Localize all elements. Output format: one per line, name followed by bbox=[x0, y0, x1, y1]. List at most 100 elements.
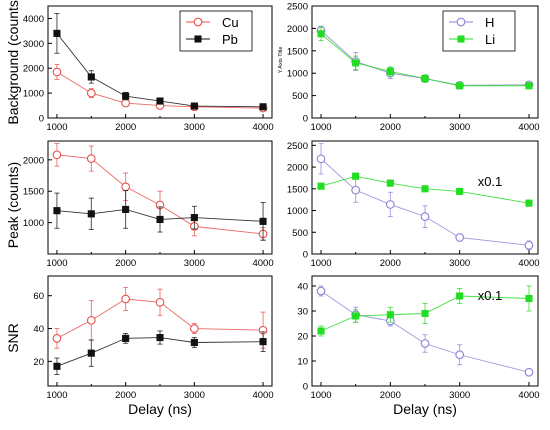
data-point bbox=[455, 233, 465, 242]
legend-label: Li bbox=[485, 32, 495, 47]
data-point bbox=[524, 367, 534, 377]
series-line bbox=[320, 295, 530, 332]
y-tick-label: 0 bbox=[303, 114, 308, 125]
data-point bbox=[53, 29, 61, 37]
panel-middle-left: 1000 2000 3000 4000 1000 1500 2000 bbox=[23, 140, 274, 269]
legend-item-H: H bbox=[449, 15, 494, 30]
data-point bbox=[86, 154, 96, 163]
x-axis-label: Delay (ns) bbox=[128, 401, 192, 417]
series-line bbox=[320, 33, 529, 87]
legend-marker bbox=[456, 17, 466, 27]
data-point bbox=[525, 199, 533, 207]
y-tick-label: 2500 bbox=[287, 2, 308, 13]
data-point bbox=[121, 98, 130, 108]
row-label-peak: Peak (counts) bbox=[5, 162, 21, 248]
panel-middle-right: 1000 2000 3000 4000 0 500 1000 1500 2000 2500 x0.1 bbox=[287, 140, 540, 269]
data-point bbox=[156, 334, 164, 342]
y-tick-label: 10 bbox=[297, 357, 308, 368]
plot-frame bbox=[311, 275, 539, 387]
series-line bbox=[56, 154, 264, 235]
y-tick-label: 1500 bbox=[23, 187, 44, 198]
y-tick-label: 2000 bbox=[23, 155, 44, 166]
data-point bbox=[524, 240, 534, 250]
y-tick-label: 3000 bbox=[23, 39, 44, 50]
x-tick-label: 4000 bbox=[252, 122, 273, 133]
x-tick-label: 2000 bbox=[380, 258, 401, 269]
y-tick-label: 2000 bbox=[287, 24, 308, 35]
x-tick-label: 2000 bbox=[115, 390, 136, 401]
data-point bbox=[421, 185, 429, 193]
data-point bbox=[386, 311, 394, 319]
x-tick-label: 3000 bbox=[449, 390, 470, 401]
data-point bbox=[317, 327, 325, 335]
x-tick-label: 2000 bbox=[115, 258, 136, 269]
x-tick-label: 4000 bbox=[518, 122, 539, 133]
data-point bbox=[351, 185, 361, 195]
y-tick-label: 0 bbox=[39, 114, 44, 125]
legend-marker bbox=[193, 17, 203, 27]
panel-top-right: 1000 2000 3000 4000 0 500 1000 1500 2000 2500 Y Ax… bbox=[278, 2, 540, 134]
x-tick-label: 3000 bbox=[449, 122, 470, 133]
y-tick-label: 20 bbox=[33, 357, 44, 368]
data-point bbox=[156, 97, 164, 105]
data-point bbox=[385, 200, 395, 209]
legend-marker bbox=[457, 35, 465, 43]
x-tick-label: 1000 bbox=[46, 122, 67, 133]
scale-annotation: x0.1 bbox=[478, 288, 503, 303]
x-tick-label: 2000 bbox=[115, 122, 136, 133]
x-tick-label: 3000 bbox=[184, 258, 205, 269]
legend-item-Cu: Cu bbox=[186, 15, 239, 30]
data-point bbox=[386, 67, 394, 75]
data-point bbox=[352, 172, 360, 180]
y-tick-label: 30 bbox=[297, 307, 308, 318]
x-axis-label: Delay (ns) bbox=[393, 401, 457, 417]
data-point bbox=[352, 59, 360, 67]
row-label-snr: SNR bbox=[5, 323, 21, 353]
x-tick-label: 4000 bbox=[518, 390, 539, 401]
series-Li bbox=[317, 26, 533, 90]
data-point bbox=[316, 154, 326, 164]
data-point bbox=[86, 88, 96, 98]
x-tick-label: 1000 bbox=[46, 258, 67, 269]
data-point bbox=[316, 286, 326, 296]
series-Cu bbox=[52, 287, 268, 349]
data-point bbox=[317, 182, 325, 190]
data-point bbox=[53, 362, 61, 370]
data-point bbox=[525, 82, 533, 90]
y-tick-label: 4000 bbox=[23, 14, 44, 25]
data-point bbox=[52, 67, 62, 77]
data-point bbox=[122, 205, 130, 213]
y-tick-label: 1500 bbox=[287, 184, 308, 195]
data-point bbox=[122, 334, 130, 342]
y-tick-label: 2500 bbox=[287, 141, 308, 152]
y-tick-label: 60 bbox=[33, 291, 44, 302]
data-point bbox=[86, 315, 96, 325]
series-line bbox=[320, 175, 530, 204]
y-tick-label: 40 bbox=[297, 282, 308, 293]
data-point bbox=[386, 179, 394, 187]
legend-box bbox=[442, 10, 516, 52]
data-point bbox=[421, 75, 429, 83]
data-point bbox=[87, 349, 95, 357]
x-tick-label: 1000 bbox=[310, 390, 331, 401]
series-line bbox=[56, 33, 264, 108]
x-tick-label: 3000 bbox=[449, 258, 470, 269]
y-tick-label: 2000 bbox=[287, 163, 308, 174]
data-point bbox=[317, 30, 325, 38]
series-line bbox=[320, 290, 530, 373]
data-point bbox=[420, 212, 430, 221]
y-tick-label: 0 bbox=[303, 250, 308, 261]
series-Li bbox=[317, 172, 533, 207]
x-tick-label: 2000 bbox=[380, 390, 401, 401]
series-Pb bbox=[53, 330, 267, 375]
data-point bbox=[122, 92, 130, 100]
series-line bbox=[56, 298, 264, 339]
legend-label: Cu bbox=[222, 15, 239, 30]
data-point bbox=[455, 350, 465, 360]
data-point bbox=[53, 207, 61, 215]
legend-item-Li: Li bbox=[449, 32, 495, 47]
x-tick-label: 3000 bbox=[184, 390, 205, 401]
y-tick-label: 500 bbox=[292, 228, 308, 239]
